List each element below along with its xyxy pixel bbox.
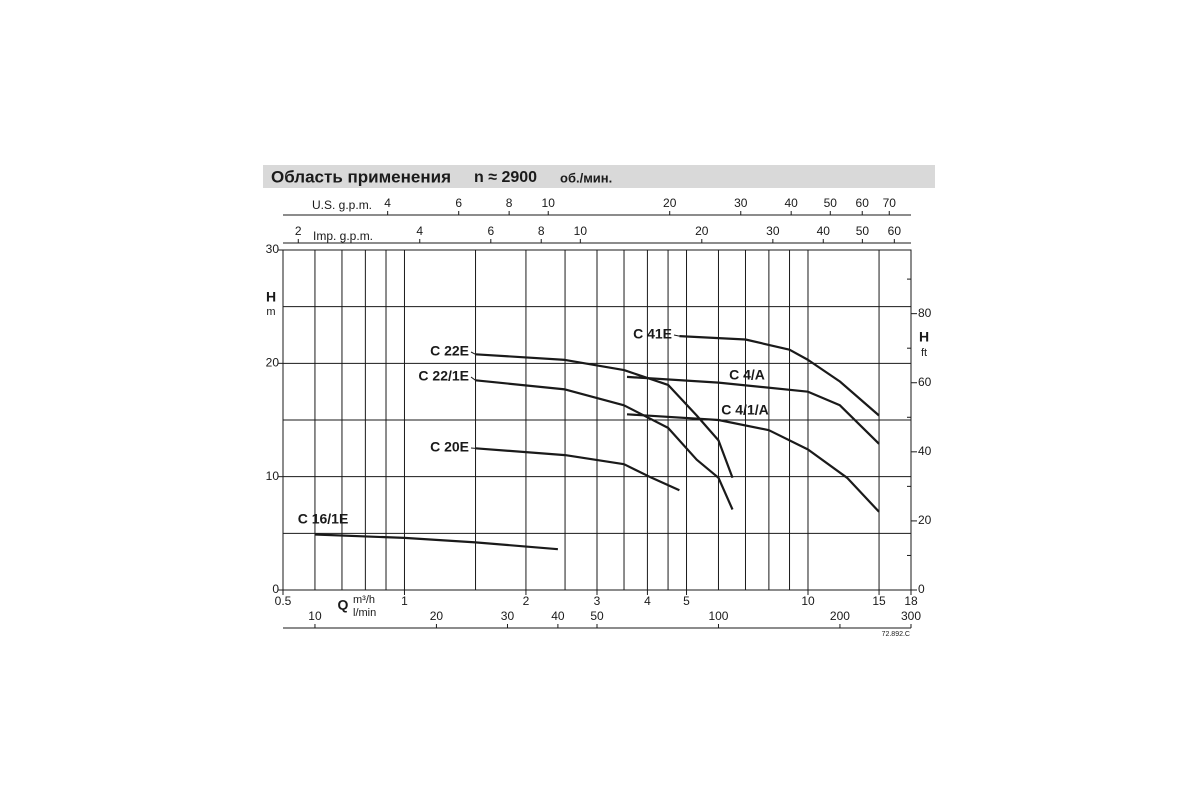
x-axis-label: Q: [338, 597, 349, 613]
secondary-x-tick-label: 60: [856, 196, 870, 210]
pump-curve: [627, 414, 879, 512]
secondary-x-tick-label: 10: [308, 609, 322, 623]
y2-tick-label: 60: [918, 375, 932, 389]
secondary-x-tick-label: 30: [501, 609, 515, 623]
y2-axis-label: H: [919, 329, 929, 345]
secondary-x-tick-label: 40: [784, 196, 798, 210]
secondary-x-tick-label: 200: [830, 609, 850, 623]
secondary-x-tick-label: 8: [538, 224, 545, 238]
secondary-x-tick-label: 100: [708, 609, 728, 623]
secondary-x-tick-label: 10: [542, 196, 556, 210]
y-axis-unit: m: [266, 306, 275, 318]
secondary-x-tick-label: 40: [817, 224, 831, 238]
curve-label: C 16/1E: [298, 511, 349, 527]
secondary-x-tick-label: 4: [384, 196, 391, 210]
us-gpm-label: U.S. g.p.m.: [312, 198, 372, 212]
label-leader: [674, 335, 679, 336]
pump-curve: [476, 354, 733, 478]
label-leader: [471, 377, 476, 380]
y-tick-label: 30: [266, 242, 280, 256]
y-tick-label: 20: [266, 356, 280, 370]
secondary-x-tick-label: 50: [824, 196, 838, 210]
pump-curve: [476, 380, 733, 509]
y-axis-label: H: [266, 289, 276, 305]
x-tick-label: 2: [523, 594, 530, 608]
secondary-x-tick-label: 4: [416, 224, 423, 238]
x-tick-label: 5: [683, 594, 690, 608]
y2-tick-label: 20: [918, 513, 932, 527]
imp-gpm-label: Imp. g.p.m.: [313, 229, 373, 243]
x-tick-label: 15: [872, 594, 886, 608]
x2-axis-unit: l/min: [353, 607, 376, 619]
secondary-x-tick-label: 20: [695, 224, 709, 238]
pump-curve: [315, 535, 558, 550]
x-tick-label: 18: [904, 594, 918, 608]
curve-label: C 4/A: [729, 367, 765, 383]
y2-axis-unit: ft: [921, 347, 927, 359]
x-tick-label: 4: [644, 594, 651, 608]
curve-label: C 41E: [633, 326, 672, 342]
secondary-x-tick-label: 50: [590, 609, 604, 623]
drawing-number: 72.892.C: [882, 631, 910, 638]
curve-label: C 22/1E: [418, 368, 469, 384]
secondary-x-tick-label: 20: [430, 609, 444, 623]
secondary-x-tick-label: 50: [856, 224, 870, 238]
x-axis-unit: m³/h: [353, 594, 375, 606]
y2-tick-label: 80: [918, 306, 932, 320]
speed-unit: об./мин.: [560, 170, 612, 185]
secondary-x-tick-label: 6: [455, 196, 462, 210]
secondary-x-tick-label: 60: [888, 224, 902, 238]
y2-tick-label: 40: [918, 444, 932, 458]
y2-tick-label: 0: [918, 582, 925, 596]
secondary-x-tick-label: 70: [883, 196, 897, 210]
secondary-x-tick-label: 10: [574, 224, 588, 238]
x-tick-label: 0.5: [275, 594, 292, 608]
secondary-x-tick-label: 8: [506, 196, 513, 210]
x-tick-label: 3: [594, 594, 601, 608]
secondary-x-tick-label: 20: [663, 196, 677, 210]
curve-label: C 4/1/A: [721, 402, 768, 418]
pump-curve: [476, 448, 680, 490]
secondary-x-tick-label: 300: [901, 609, 921, 623]
pump-curve: [679, 336, 879, 415]
curve-label: C 20E: [430, 439, 469, 455]
secondary-x-tick-label: 30: [766, 224, 780, 238]
y-tick-label: 0: [272, 582, 279, 596]
secondary-x-tick-label: 40: [551, 609, 565, 623]
secondary-x-tick-label: 30: [734, 196, 748, 210]
secondary-x-tick-label: 6: [487, 224, 494, 238]
chart-subtitle: n ≈ 2900: [474, 169, 537, 186]
label-leader: [471, 352, 476, 354]
x-tick-label: 1: [401, 594, 408, 608]
y-tick-label: 10: [266, 469, 280, 483]
curve-label: C 22E: [430, 343, 469, 359]
chart-title: Область применения: [271, 167, 451, 186]
secondary-x-tick-label: 2: [295, 224, 302, 238]
x-tick-label: 10: [801, 594, 815, 608]
